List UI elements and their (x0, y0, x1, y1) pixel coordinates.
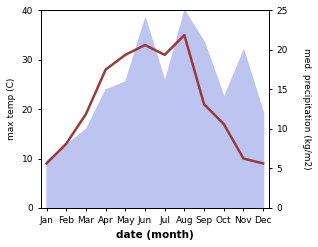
X-axis label: date (month): date (month) (116, 230, 194, 240)
Y-axis label: max temp (C): max temp (C) (7, 78, 16, 140)
Y-axis label: med. precipitation (kg/m2): med. precipitation (kg/m2) (302, 48, 311, 170)
